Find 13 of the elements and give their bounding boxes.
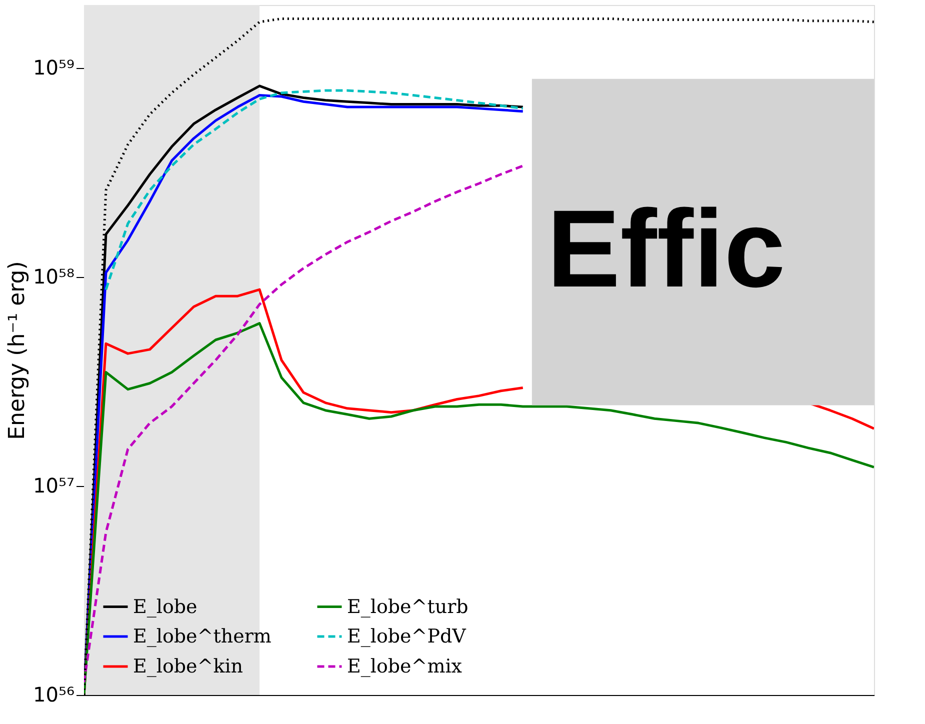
- y-tick-label: 10⁵⁹: [33, 55, 74, 80]
- legend-label: E_lobe: [133, 596, 198, 618]
- y-tick-label: 10⁵⁶: [33, 682, 74, 706]
- legend-label: E_lobe^kin: [133, 656, 244, 678]
- legend-label: E_lobe^therm: [133, 626, 272, 648]
- line-series: [104, 89, 524, 291]
- legend-label: E_lobe^turb: [347, 596, 468, 618]
- legend-label: E_lobe^PdV: [347, 626, 466, 648]
- y-tick-label: 10⁵⁷: [33, 473, 74, 498]
- y-axis-title: Energy (h⁻¹ erg): [5, 261, 30, 440]
- annotation: Effic: [546, 187, 786, 310]
- y-tick-label: 10⁵⁸: [33, 264, 74, 288]
- legend-label: E_lobe^mix: [347, 656, 462, 678]
